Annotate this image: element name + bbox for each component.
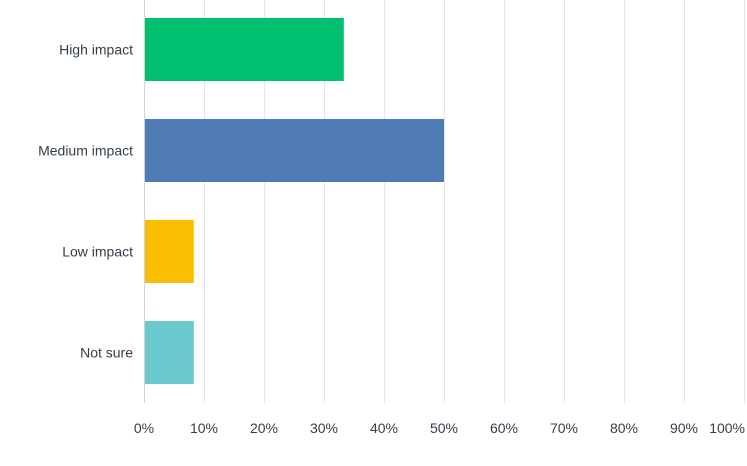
x-tick-label: 70%	[550, 420, 578, 436]
x-tick-label: 50%	[430, 420, 458, 436]
x-tick-label: 40%	[370, 420, 398, 436]
category-label: High impact	[59, 42, 133, 58]
x-tick-label: 20%	[250, 420, 278, 436]
x-tick-label: 100%	[709, 420, 745, 436]
category-label: Not sure	[80, 345, 133, 361]
category-label: Low impact	[62, 244, 133, 260]
x-tick-label: 90%	[670, 420, 698, 436]
bar-low-impact[interactable]	[144, 220, 194, 283]
x-tick-label: 10%	[190, 420, 218, 436]
x-axis-tick-labels: 0% 10% 20% 30% 40% 50% 60% 70% 80% 90% 100%	[134, 420, 745, 436]
x-tick-label: 30%	[310, 420, 338, 436]
x-tick-label: 80%	[610, 420, 638, 436]
x-tick-label: 60%	[490, 420, 518, 436]
bar-not-sure[interactable]	[144, 321, 194, 384]
bar-high-impact[interactable]	[144, 18, 344, 81]
bar-medium-impact[interactable]	[144, 119, 444, 182]
bars	[144, 18, 444, 384]
category-labels: High impact Medium impact Low impact Not su…	[38, 42, 133, 361]
category-label: Medium impact	[38, 143, 133, 159]
x-tick-label: 0%	[134, 420, 154, 436]
